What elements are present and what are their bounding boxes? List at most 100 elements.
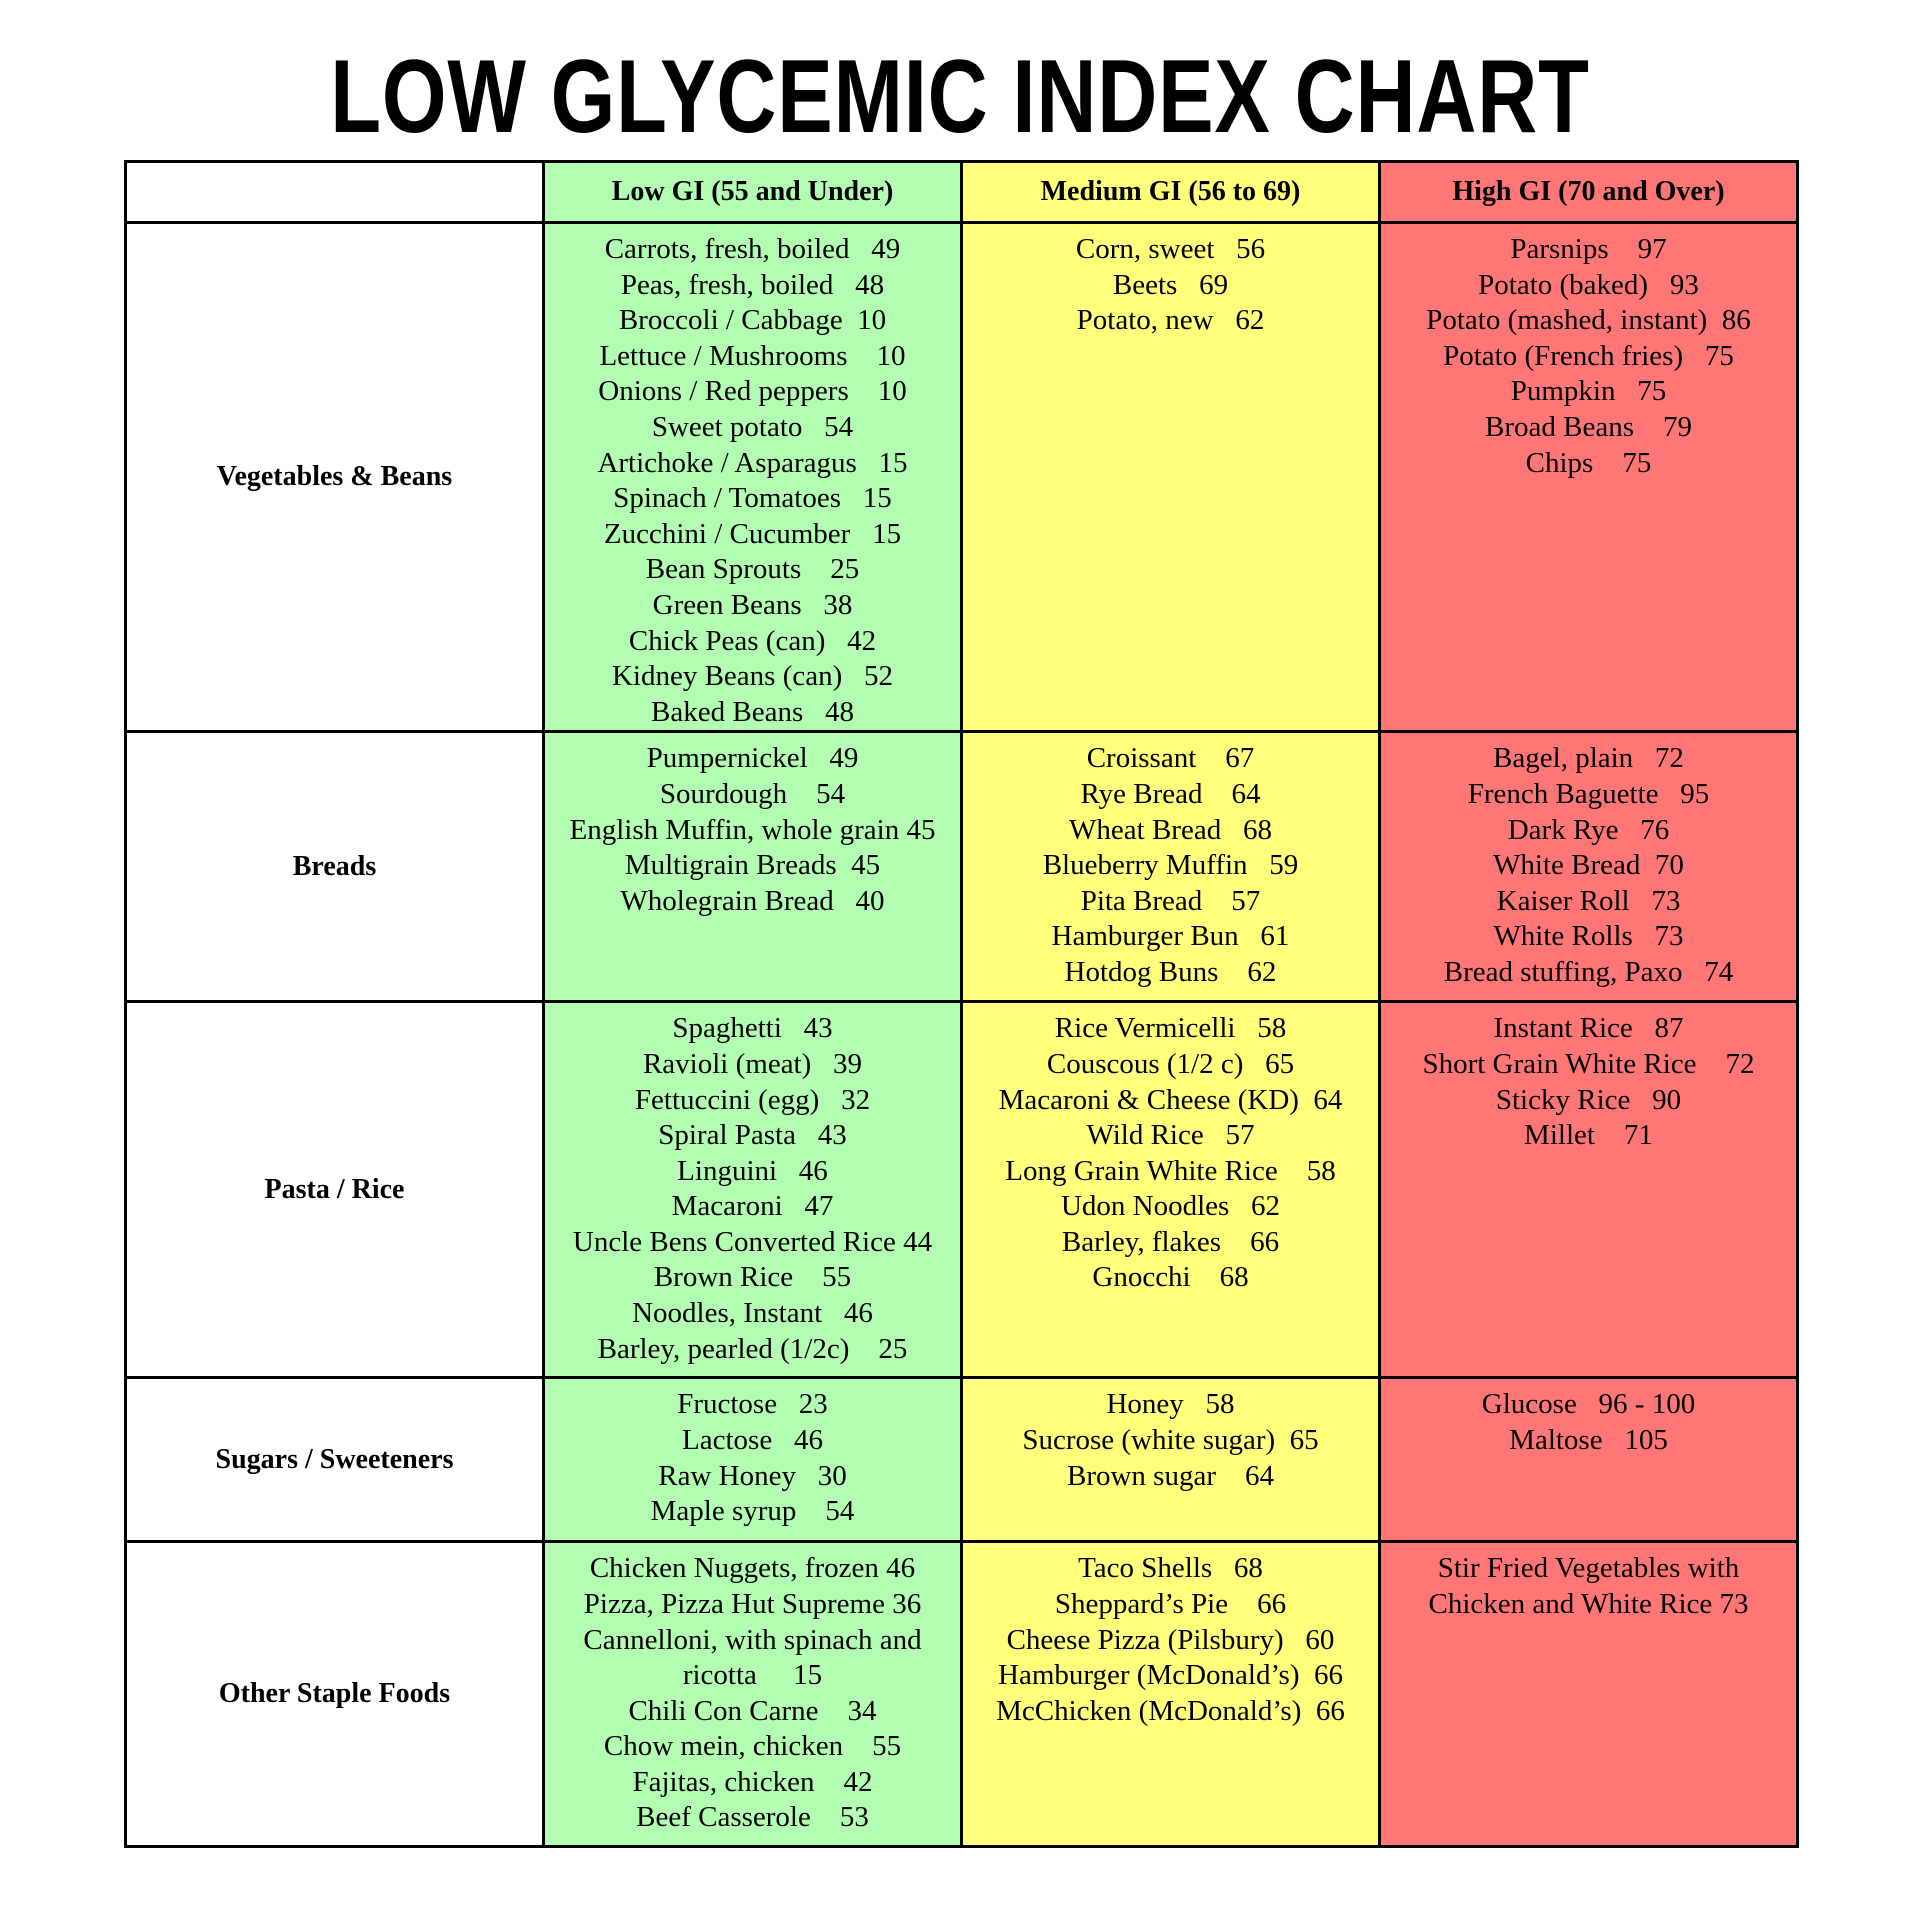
food-item: Pizza, Pizza Hut Supreme 36	[583, 1587, 922, 1620]
medium-cell: Taco Shells 68 Sheppard’s Pie 66 Cheese Pi…	[960, 1540, 1381, 1849]
food-item: Wheat Bread 68	[1069, 813, 1272, 846]
food-item: English Muffin, whole grain 45	[569, 813, 936, 846]
food-item: Millet 71	[1524, 1119, 1653, 1152]
column-header: High GI (70 and Over)	[1378, 160, 1799, 224]
food-item: Short Grain White Rice 72	[1422, 1047, 1755, 1080]
food-item: Broccoli / Cabbage 10	[618, 304, 887, 337]
food-item: Chick Peas (can) 42	[628, 624, 877, 657]
food-item: Potato (mashed, instant) 86	[1426, 304, 1751, 337]
category-row: Vegetables & Beans Carrots, fresh, boiled…	[124, 220, 1799, 734]
food-item: Barley, pearled (1/2c) 25	[597, 1332, 908, 1365]
food-item: Rice Vermicelli 58	[1054, 1012, 1287, 1045]
food-item: Pumpernickel 49	[646, 742, 859, 775]
food-item: Wild Rice 57	[1086, 1119, 1255, 1152]
low-cell: Carrots, fresh, boiled 49 Peas, fresh, bo…	[542, 220, 963, 734]
food-item: Fajitas, chicken 42	[632, 1765, 873, 1798]
food-item: Bread stuffing, Paxo 74	[1443, 955, 1734, 988]
item-list: Pumpernickel 49 Sourdough 54 English Muffi…	[545, 733, 960, 919]
food-item: Hamburger Bun 61	[1051, 920, 1290, 953]
food-item: Chicken and White Rice 73	[1428, 1587, 1749, 1620]
item-list: Honey 58 Sucrose (white sugar) 65 Brown su…	[963, 1379, 1378, 1494]
food-item: Raw Honey 30	[658, 1459, 847, 1492]
food-item: Couscous (1/2 c) 65	[1046, 1047, 1295, 1080]
medium-cell: Honey 58 Sucrose (white sugar) 65 Brown su…	[960, 1376, 1381, 1544]
item-list: Croissant 67 Rye Bread 64 Wheat Bread 68 Bl…	[963, 733, 1378, 990]
item-list: Taco Shells 68 Sheppard’s Pie 66 Cheese Pi…	[963, 1543, 1378, 1729]
food-item: Zucchini / Cucumber 15	[603, 517, 902, 550]
food-item: Beets 69	[1112, 268, 1229, 301]
food-item: Lactose 46	[682, 1423, 823, 1456]
food-item: Corn, sweet 56	[1075, 233, 1266, 265]
category-row: Pasta / Rice Spaghetti 43 Ravioli (meat) 3…	[124, 1000, 1799, 1380]
food-item: Cheese Pizza (Pilsbury) 60	[1006, 1623, 1335, 1656]
food-item: Pumpkin 75	[1510, 375, 1667, 408]
food-item: Carrots, fresh, boiled 49	[604, 233, 901, 265]
item-list: Bagel, plain 72 French Baguette 95 Dark Ry…	[1381, 733, 1796, 990]
food-item: Sourdough 54	[659, 777, 846, 810]
item-list: Glucose 96 - 100 Maltose 105	[1381, 1379, 1796, 1458]
food-item: Dark Rye 76	[1507, 813, 1670, 846]
food-item: Taco Shells 68	[1078, 1552, 1263, 1585]
food-item: Spiral Pasta 43	[658, 1119, 847, 1152]
medium-cell: Rice Vermicelli 58 Couscous (1/2 c) 65 Mac…	[960, 1000, 1381, 1380]
food-item: White Bread 70	[1493, 849, 1684, 882]
food-item: Spinach / Tomatoes 15	[613, 482, 892, 515]
food-item: Gnocchi 68	[1092, 1261, 1249, 1294]
food-item: Stir Fried Vegetables with	[1437, 1552, 1740, 1585]
low-cell: Fructose 23 Lactose 46 Raw Honey 30 Maple s…	[542, 1376, 963, 1544]
food-item: Barley, flakes 66	[1061, 1225, 1280, 1258]
food-item: Potato (baked) 93	[1478, 268, 1699, 301]
high-cell: Parsnips 97 Potato (baked) 93 Potato (mash…	[1378, 220, 1799, 734]
medium-cell: Croissant 67 Rye Bread 64 Wheat Bread 68 Bl…	[960, 730, 1381, 1004]
food-item: McChicken (McDonald’s) 66	[996, 1694, 1345, 1727]
food-item: Noodles, Instant 46	[632, 1297, 873, 1330]
item-list: Stir Fried Vegetables with Chicken and Wh…	[1381, 1543, 1796, 1622]
food-item: Maltose 105	[1509, 1423, 1668, 1456]
food-item: Macaroni & Cheese (KD) 64	[998, 1083, 1343, 1116]
food-item: Hotdog Buns 62	[1064, 955, 1277, 988]
food-item: Glucose 96 - 100	[1481, 1388, 1696, 1421]
food-item: Brown sugar 64	[1066, 1459, 1274, 1492]
item-list: Rice Vermicelli 58 Couscous (1/2 c) 65 Mac…	[963, 1003, 1378, 1296]
category-label: Vegetables & Beans	[124, 220, 545, 734]
food-item: ricotta 15	[682, 1659, 823, 1692]
high-cell: Bagel, plain 72 French Baguette 95 Dark Ry…	[1378, 730, 1799, 1004]
food-item: White Rolls 73	[1493, 920, 1684, 953]
header-row: Low GI (55 and Under) Medium GI (56 to 69…	[124, 160, 1799, 224]
food-item: Bagel, plain 72	[1493, 742, 1684, 775]
food-item: Fettuccini (egg) 32	[634, 1083, 871, 1116]
high-cell: Stir Fried Vegetables with Chicken and Wh…	[1378, 1540, 1799, 1849]
category-label: Pasta / Rice	[124, 1000, 545, 1380]
food-item: Potato, new 62	[1076, 304, 1265, 337]
food-item: Maple syrup 54	[650, 1495, 855, 1528]
food-item: Chow mein, chicken 55	[603, 1730, 902, 1763]
food-item: Sheppard’s Pie 66	[1054, 1587, 1287, 1620]
food-item: Lettuce / Mushrooms 10	[599, 339, 906, 372]
item-list: Instant Rice 87 Short Grain White Rice 72…	[1381, 1003, 1796, 1153]
item-list: Parsnips 97 Potato (baked) 93 Potato (mash…	[1381, 224, 1796, 481]
food-item: Udon Noodles 62	[1060, 1190, 1281, 1223]
food-item: Broad Beans 79	[1485, 410, 1692, 443]
food-item: Macaroni 47	[671, 1190, 834, 1223]
food-item: Peas, fresh, boiled 48	[620, 268, 885, 301]
low-cell: Pumpernickel 49 Sourdough 54 English Muffi…	[542, 730, 963, 1004]
item-list: Corn, sweet 56 Beets 69 Potato, new 62	[963, 224, 1378, 339]
medium-cell: Corn, sweet 56 Beets 69 Potato, new 62	[960, 220, 1381, 734]
category-label: Sugars / Sweeteners	[124, 1376, 545, 1544]
item-list: Chicken Nuggets, frozen 46 Pizza, Pizza H…	[545, 1543, 960, 1836]
category-row: Sugars / Sweeteners Fructose 23 Lactose 46…	[124, 1376, 1799, 1544]
item-list: Carrots, fresh, boiled 49 Peas, fresh, bo…	[545, 224, 960, 730]
food-item: Pita Bread 57	[1080, 884, 1261, 917]
food-item: Chips 75	[1525, 446, 1652, 479]
food-item: Ravioli (meat) 39	[642, 1047, 863, 1080]
food-item: Long Grain White Rice 58	[1005, 1154, 1336, 1187]
food-item: Rye Bread 64	[1080, 777, 1261, 810]
food-item: Kidney Beans (can) 52	[611, 660, 894, 693]
food-item: Croissant 67	[1086, 742, 1255, 775]
food-item: Multigrain Breads 45	[624, 849, 881, 882]
low-cell: Spaghetti 43 Ravioli (meat) 39 Fettuccini …	[542, 1000, 963, 1380]
item-list: Spaghetti 43 Ravioli (meat) 39 Fettuccini …	[545, 1003, 960, 1367]
title: LOW GLYCEMIC INDEX CHART	[330, 39, 1590, 155]
column-header: Low GI (55 and Under)	[542, 160, 963, 224]
